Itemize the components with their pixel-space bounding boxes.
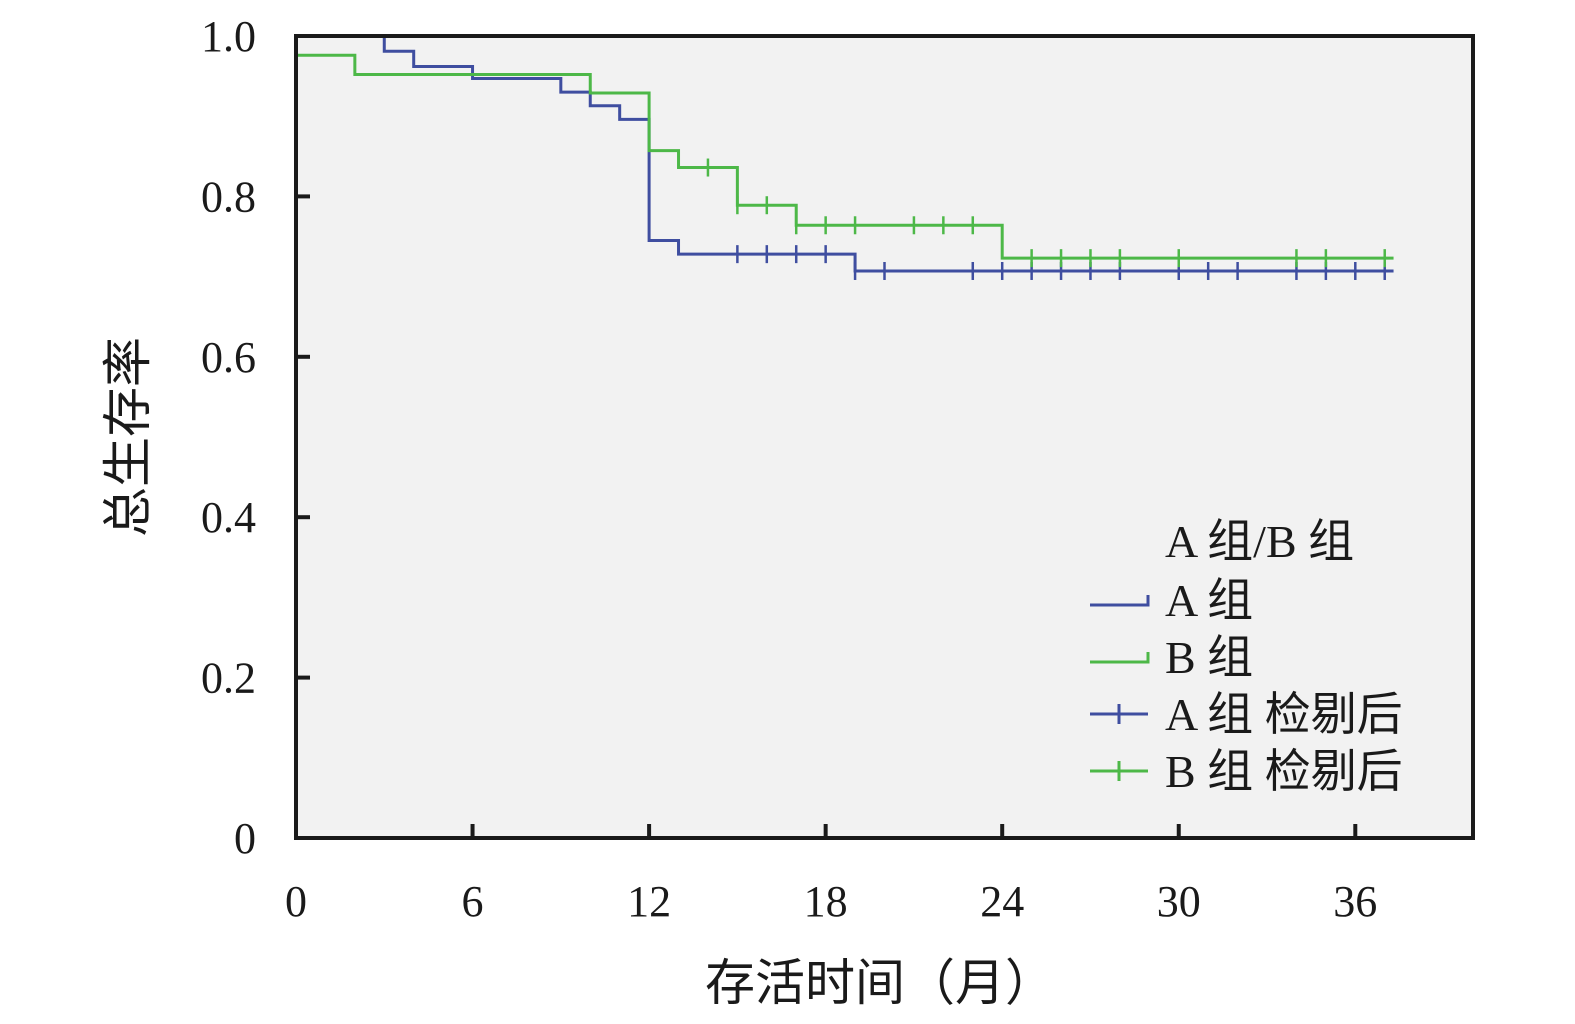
x-tick-label: 6	[462, 877, 484, 926]
y-tick-label: 0.6	[201, 333, 256, 382]
plot-background	[296, 36, 1473, 838]
legend-label: B 组	[1165, 632, 1253, 683]
survival-curve-b	[296, 53, 1394, 260]
x-axis: 0 6 12 18 24 30 36	[285, 824, 1377, 926]
x-axis-title: 存活时间（月）	[705, 955, 1055, 1011]
x-tick-label: 0	[285, 877, 307, 926]
legend-swatch-step	[1090, 595, 1150, 607]
y-tick-label: 1.0	[201, 12, 256, 61]
y-axis-title: 总生存率	[100, 337, 156, 537]
x-tick-label: 24	[980, 877, 1024, 926]
legend-label: A 组 检剔后	[1165, 689, 1403, 740]
x-tick-label: 36	[1333, 877, 1377, 926]
y-axis: 0 0.2 0.4 0.6 0.8 1.0	[201, 12, 310, 863]
y-tick-label: 0.4	[201, 493, 256, 542]
survival-curve-a	[296, 34, 1394, 273]
legend: A 组/B 组 A 组 B 组 A 组 检剔后 B 组 检剔后	[1090, 516, 1403, 797]
x-tick-label: 12	[627, 877, 671, 926]
legend-swatch-step	[1090, 652, 1150, 664]
series-layer	[296, 34, 1394, 280]
legend-title: A 组/B 组	[1165, 516, 1354, 567]
legend-label: B 组 检剔后	[1165, 746, 1403, 797]
y-tick-label: 0.2	[201, 654, 256, 703]
x-tick-label: 30	[1157, 877, 1201, 926]
y-tick-label: 0.8	[201, 172, 256, 221]
x-tick-label: 18	[804, 877, 848, 926]
legend-label: A 组	[1165, 575, 1253, 626]
y-tick-label: 0	[234, 814, 256, 863]
plot-frame	[294, 34, 1475, 840]
